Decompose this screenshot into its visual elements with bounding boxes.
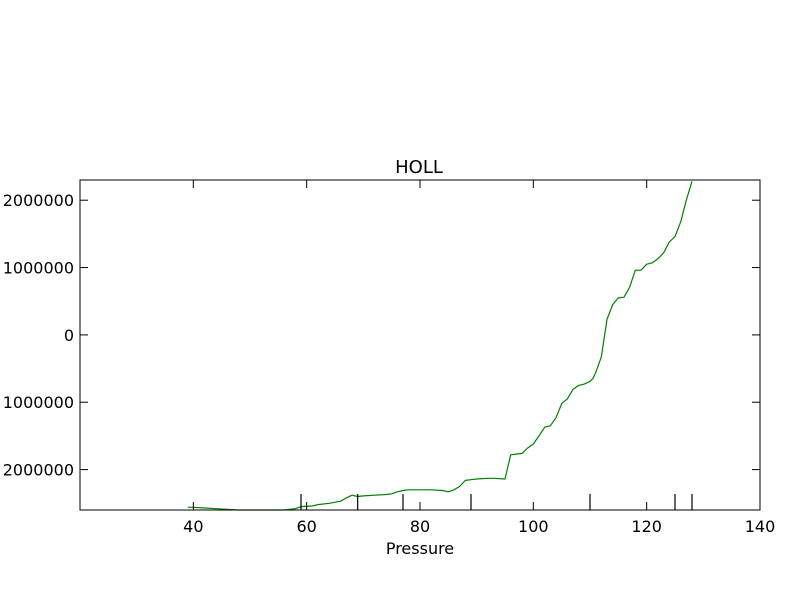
chart-title: HOLL — [395, 157, 443, 178]
series-line-0 — [187, 181, 693, 511]
x-tick-label: 120 — [631, 517, 662, 536]
y-tick-label: 2000000 — [3, 461, 74, 480]
series-layer — [187, 181, 693, 511]
ticks-layer — [80, 180, 761, 510]
x-tick-label: 80 — [410, 517, 430, 536]
y-tick-label: 2000000 — [3, 191, 74, 210]
y-tick-label: 1000000 — [3, 393, 74, 412]
x-tick-label: 100 — [518, 517, 549, 536]
y-tick-label: 1000000 — [3, 259, 74, 278]
x-axis-label: Pressure — [386, 539, 454, 558]
x-tick-label: 40 — [183, 517, 203, 536]
y-tick-labels: 2000000 1000000 0 1000000 2000000 — [3, 191, 74, 479]
x-tick-label: 140 — [745, 517, 776, 536]
x-tick-labels: 40 60 80 100 120 140 — [183, 517, 775, 536]
plot-frame — [79, 179, 761, 511]
x-tick-label: 60 — [296, 517, 316, 536]
y-tick-label: 0 — [64, 326, 74, 345]
